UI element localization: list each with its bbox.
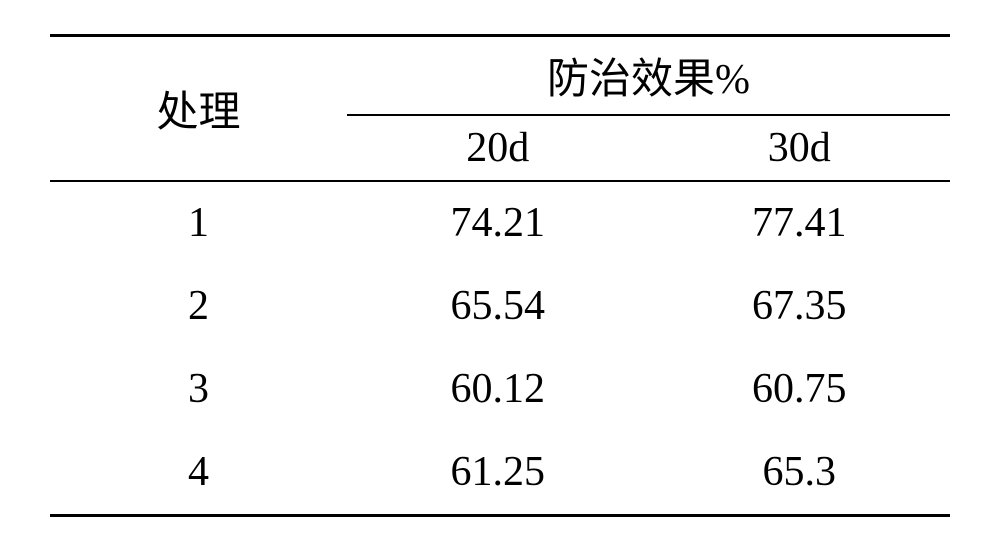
- header-30d: 30d: [649, 115, 951, 181]
- table-row: 3 60.12 60.75: [50, 348, 950, 431]
- header-20d: 20d: [347, 115, 649, 181]
- cell-treatment: 3: [50, 348, 347, 431]
- data-table: 处理 防治效果% 20d 30d 1 74.21 77.41 2 65.54 6…: [50, 34, 950, 516]
- cell-20d: 65.54: [347, 265, 649, 348]
- cell-20d: 61.25: [347, 431, 649, 515]
- cell-30d: 67.35: [649, 265, 951, 348]
- table-row: 1 74.21 77.41: [50, 181, 950, 265]
- cell-20d: 74.21: [347, 181, 649, 265]
- cell-treatment: 2: [50, 265, 347, 348]
- cell-20d: 60.12: [347, 348, 649, 431]
- table-body: 1 74.21 77.41 2 65.54 67.35 3 60.12 60.7…: [50, 181, 950, 515]
- table-row: 4 61.25 65.3: [50, 431, 950, 515]
- cell-30d: 77.41: [649, 181, 951, 265]
- cell-30d: 65.3: [649, 431, 951, 515]
- cell-30d: 60.75: [649, 348, 951, 431]
- header-effect: 防治效果%: [347, 36, 950, 116]
- table-header: 处理 防治效果% 20d 30d: [50, 36, 950, 182]
- header-treatment: 处理: [50, 36, 347, 182]
- cell-treatment: 4: [50, 431, 347, 515]
- table-row: 2 65.54 67.35: [50, 265, 950, 348]
- table-container: 处理 防治效果% 20d 30d 1 74.21 77.41 2 65.54 6…: [50, 34, 950, 516]
- header-row-1: 处理 防治效果%: [50, 36, 950, 116]
- cell-treatment: 1: [50, 181, 347, 265]
